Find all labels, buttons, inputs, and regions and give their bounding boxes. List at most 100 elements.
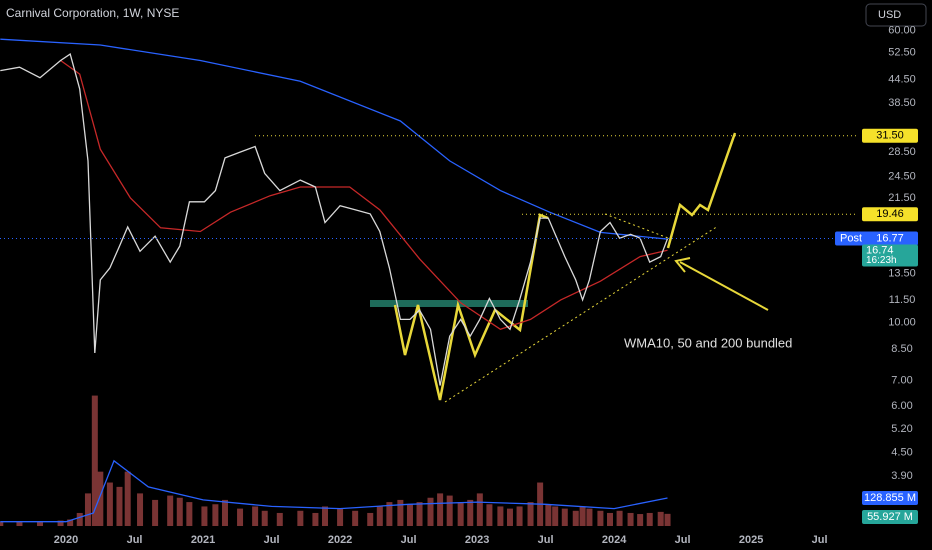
y-tick-label: 24.50 — [888, 171, 916, 183]
last-price: 16.74 — [866, 244, 894, 256]
y-tick-label: 8.50 — [891, 343, 912, 355]
volume-bar — [416, 502, 423, 526]
volume-bar — [545, 504, 552, 526]
volume-bar — [397, 499, 404, 526]
volume-bar — [637, 514, 644, 526]
volume-bar — [337, 508, 344, 526]
y-tick-label: 7.00 — [891, 375, 912, 387]
volume-bar — [486, 504, 493, 526]
level-label-box — [862, 207, 918, 222]
volume-bar — [201, 506, 208, 526]
countdown: 16:23h — [866, 255, 897, 266]
volume-bar — [606, 512, 613, 526]
level-label: 19.46 — [876, 208, 904, 220]
volume-bar — [437, 493, 444, 526]
y-tick-label: 28.50 — [888, 146, 916, 158]
volume-bar — [406, 504, 413, 526]
x-tick-label: Jul — [675, 534, 691, 546]
volume-bar — [37, 521, 44, 526]
volume-label: 128.855 M — [864, 492, 916, 504]
y-tick-label: 4.50 — [891, 447, 912, 459]
volume-label-box — [862, 490, 918, 505]
volume-bar — [527, 502, 534, 526]
volume-bar — [261, 510, 268, 526]
x-tick-label: Jul — [812, 534, 828, 546]
post-price-box — [862, 231, 918, 246]
volume-bar — [186, 502, 193, 526]
volume-bar — [367, 512, 374, 526]
y-tick-label: 5.20 — [891, 423, 912, 435]
y-tick-label: 21.50 — [888, 192, 916, 204]
volume-bar — [597, 510, 604, 526]
volume-bar — [97, 471, 104, 526]
y-tick-label: 60.00 — [888, 25, 916, 37]
volume-bar — [516, 506, 523, 526]
x-tick-label: 2024 — [602, 534, 627, 546]
volume-bar — [221, 499, 228, 526]
trendline — [444, 225, 719, 403]
volume-bar — [152, 499, 159, 526]
volume-bar — [212, 504, 219, 526]
volume-bar — [376, 506, 383, 526]
series-line — [0, 53, 669, 386]
volume-bar — [176, 497, 183, 526]
y-tick-label: 10.00 — [888, 317, 916, 329]
volume-bar — [297, 510, 304, 526]
volume-label: 55.927 M — [867, 511, 913, 523]
level-label-box — [862, 128, 918, 143]
y-tick-label: 13.50 — [888, 268, 916, 280]
volume-bar — [312, 512, 319, 526]
volume-bar — [446, 495, 453, 526]
volume-bar — [457, 502, 464, 526]
series-line — [0, 459, 668, 523]
volume-bar — [76, 512, 83, 526]
volume-bar — [91, 395, 98, 526]
volume-bar — [616, 510, 623, 526]
y-tick-label: 44.50 — [888, 73, 916, 85]
volume-bar — [57, 520, 64, 526]
series-line — [0, 38, 668, 240]
volume-bar — [579, 506, 586, 526]
volume-bar — [506, 508, 513, 526]
volume-bar — [427, 497, 434, 526]
volume-bar — [586, 508, 593, 526]
volume-bar — [16, 521, 23, 526]
currency[interactable]: USD — [878, 9, 901, 21]
last-price-box — [862, 244, 918, 267]
y-tick-label: 3.90 — [891, 470, 912, 482]
trendline — [604, 213, 669, 239]
post-tag: Post — [840, 232, 862, 244]
volume-bar — [0, 521, 4, 526]
volume-bar — [627, 512, 634, 526]
volume-bar — [137, 493, 144, 526]
y-tick-label: 38.50 — [888, 97, 916, 109]
volume-bar — [322, 506, 329, 526]
volume-bar — [657, 511, 664, 526]
y-tick-label: 52.50 — [888, 46, 916, 58]
post-price: 16.77 — [876, 232, 904, 244]
volume-bar — [276, 512, 283, 526]
y-tick-label: 6.00 — [891, 400, 912, 412]
volume-bar — [476, 493, 483, 526]
x-tick-label: Jul — [264, 534, 280, 546]
volume-bar — [352, 510, 359, 526]
volume-bar — [124, 471, 131, 526]
volume-bar — [572, 510, 579, 526]
level-label: 31.50 — [876, 130, 904, 142]
currency-button[interactable] — [865, 3, 927, 27]
volume-bar — [84, 493, 91, 526]
y-tick-label: 11.50 — [889, 294, 916, 306]
volume-label-box — [862, 510, 918, 524]
volume-bar — [237, 508, 244, 526]
x-tick-label: Jul — [401, 534, 417, 546]
volume-bar — [467, 499, 474, 526]
x-tick-label: Jul — [127, 534, 143, 546]
x-tick-label: 2020 — [54, 534, 78, 546]
x-tick-label: 2021 — [191, 534, 215, 546]
series-line — [60, 59, 668, 331]
volume-bar — [664, 513, 671, 526]
x-tick-label: Jul — [538, 534, 554, 546]
